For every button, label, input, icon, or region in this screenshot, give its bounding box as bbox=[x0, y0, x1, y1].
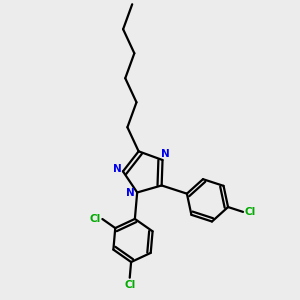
Text: Cl: Cl bbox=[124, 280, 135, 290]
Text: Cl: Cl bbox=[89, 214, 100, 224]
Text: Cl: Cl bbox=[245, 207, 256, 217]
Text: N: N bbox=[126, 188, 135, 198]
Text: N: N bbox=[161, 149, 170, 159]
Text: N: N bbox=[113, 164, 122, 174]
